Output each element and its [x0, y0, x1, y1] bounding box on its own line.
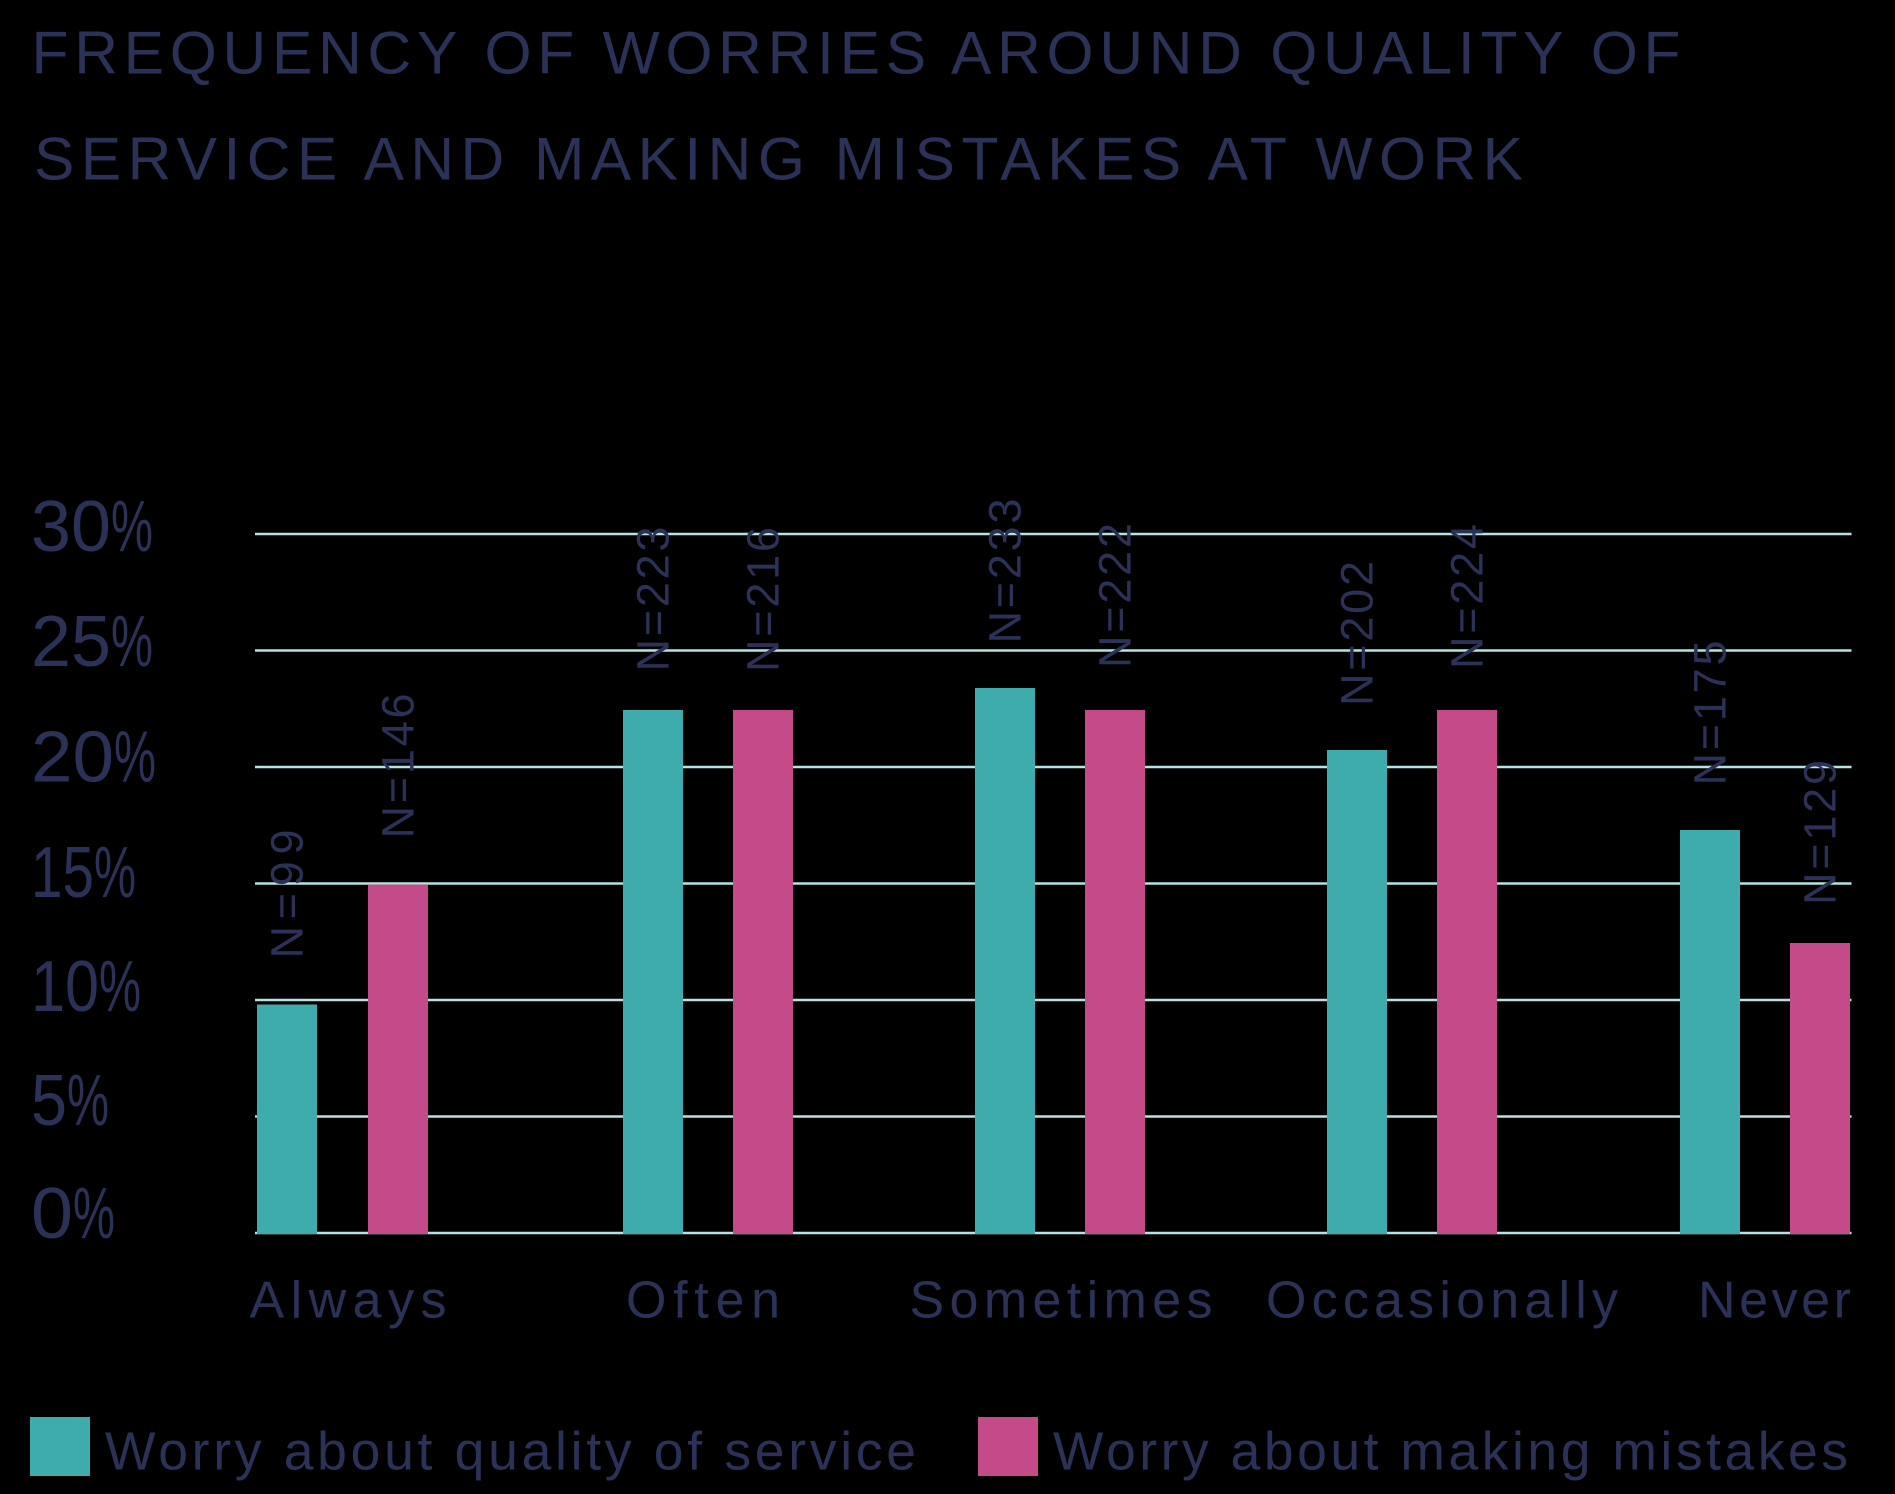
svg-text:Often: Often — [626, 1272, 780, 1330]
svg-text:0%: 0% — [31, 1173, 115, 1254]
svg-text:N=223: N=223 — [628, 527, 679, 672]
svg-text:FREQUENCY OF WORRIES AROUND QU: FREQUENCY OF WORRIES AROUND QUALITY OF — [32, 19, 1681, 87]
svg-text:N=99: N=99 — [262, 830, 313, 959]
svg-text:15%: 15% — [31, 832, 136, 913]
svg-text:SERVICE AND MAKING MISTAKES AT: SERVICE AND MAKING MISTAKES AT WORK — [34, 124, 1523, 192]
svg-text:10%: 10% — [31, 946, 141, 1027]
svg-text:N=233: N=233 — [980, 499, 1031, 644]
svg-text:Worry about quality of service: Worry about quality of service — [105, 1423, 916, 1482]
svg-text:Sometimes: Sometimes — [910, 1272, 1213, 1330]
svg-text:30%: 30% — [31, 486, 153, 567]
svg-text:N=175: N=175 — [1685, 641, 1736, 786]
svg-text:Occasionally: Occasionally — [1266, 1272, 1618, 1330]
svg-text:Worry about making mistakes: Worry about making mistakes — [1053, 1423, 1848, 1482]
svg-text:5%: 5% — [31, 1060, 109, 1141]
svg-text:Never: Never — [1698, 1272, 1851, 1330]
svg-text:N=129: N=129 — [1795, 760, 1846, 905]
svg-text:N=216: N=216 — [738, 527, 789, 672]
svg-text:20%: 20% — [31, 717, 156, 798]
svg-text:N=202: N=202 — [1332, 561, 1383, 706]
svg-text:N=224: N=224 — [1442, 524, 1493, 669]
svg-text:N=146: N=146 — [373, 694, 424, 839]
svg-text:25%: 25% — [31, 601, 153, 682]
svg-text:N=222: N=222 — [1090, 523, 1141, 668]
